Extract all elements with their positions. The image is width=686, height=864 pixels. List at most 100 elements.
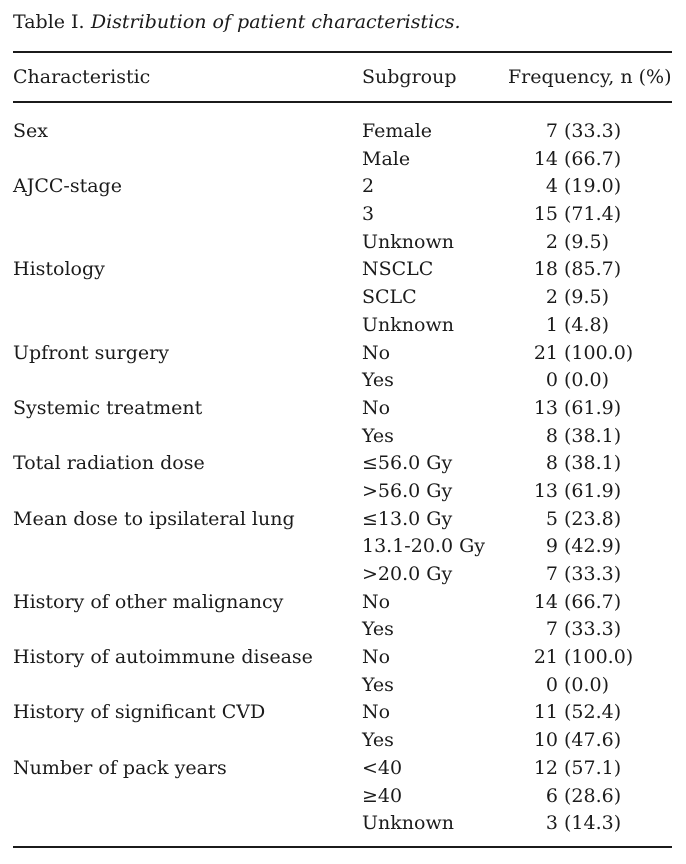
cell-subgroup: NSCLC <box>362 258 434 281</box>
cell-frequency-pct: (0.0) <box>564 369 610 392</box>
table-row: History of significant CVD No 11 (52.4) <box>13 699 672 727</box>
cell-characteristic <box>13 367 362 395</box>
cell-frequency-n: 1 <box>545 313 558 336</box>
table-row: Yes 7 (33.3) <box>13 616 672 644</box>
cell-characteristic <box>13 312 362 340</box>
cell-characteristic: History of other malignancy <box>13 590 284 613</box>
cell-frequency-n: 11 <box>533 701 558 724</box>
cell-frequency-n: 7 <box>545 563 558 585</box>
header-frequency: Frequency, n (%) <box>508 66 672 88</box>
cell-subgroup: Yes <box>362 424 394 447</box>
cell-characteristic: AJCC-stage <box>13 175 122 198</box>
cell-frequency-n: 4 <box>545 175 558 198</box>
cell-frequency-n: 13 <box>533 396 558 419</box>
table-row: Unknown 3 (14.3) <box>13 810 672 838</box>
cell-frequency-pct: (0.0) <box>564 673 610 696</box>
cell-subgroup: >56.0 Gy <box>362 479 453 502</box>
cell-frequency-pct: (66.7) <box>564 147 622 170</box>
cell-subgroup: No <box>362 701 391 724</box>
cell-frequency-n: 8 <box>545 452 558 475</box>
cell-subgroup: ≤56.0 Gy <box>362 452 453 475</box>
cell-characteristic: Number of pack years <box>13 756 227 779</box>
table-row: >20.0 Gy 7 (33.3) <box>13 561 672 589</box>
table-row: Yes 10 (47.6) <box>13 727 672 755</box>
table-row: Mean dose to ipsilateral lung ≤13.0 Gy 5 (2… <box>13 506 672 534</box>
cell-characteristic <box>13 616 362 644</box>
cell-frequency-pct: (14.3) <box>564 812 622 835</box>
table-row: Unknown 2 (9.5) <box>13 229 672 257</box>
cell-frequency-pct: (85.7) <box>564 258 622 281</box>
cell-frequency-n: 12 <box>533 756 558 779</box>
cell-subgroup: Yes <box>362 618 394 641</box>
table-row: Yes 0 (0.0) <box>13 367 672 395</box>
cell-frequency-n: 7 <box>545 618 558 641</box>
cell-subgroup: Female <box>362 120 433 142</box>
cell-subgroup: No <box>362 341 391 364</box>
top-rule <box>13 51 672 53</box>
cell-frequency-pct: (33.3) <box>564 120 622 142</box>
cell-frequency-n: 10 <box>533 729 558 752</box>
cell-characteristic: Sex <box>13 120 48 142</box>
cell-frequency-n: 21 <box>533 341 558 364</box>
table-title-label: Table I. <box>13 11 85 33</box>
cell-characteristic <box>13 783 362 811</box>
cell-frequency-n: 8 <box>545 424 558 447</box>
cell-subgroup: Yes <box>362 673 394 696</box>
cell-subgroup: ≤13.0 Gy <box>362 507 453 530</box>
table-row: Systemic treatment No 13 (61.9) <box>13 395 672 423</box>
cell-characteristic <box>13 201 362 229</box>
table-row: History of autoimmune disease No 21 (100.0) <box>13 644 672 672</box>
cell-subgroup: SCLC <box>362 286 417 309</box>
table-title: Table I. Distribution of patient characte… <box>13 9 672 35</box>
table-header-row: Characteristic Subgroup Frequency, n (%) <box>13 53 672 101</box>
cell-characteristic <box>13 146 362 174</box>
cell-frequency-n: 14 <box>533 590 558 613</box>
cell-frequency-pct: (42.9) <box>564 535 622 558</box>
cell-frequency-pct: (100.0) <box>564 646 634 669</box>
table-row: >56.0 Gy 13 (61.9) <box>13 478 672 506</box>
cell-frequency-n: 7 <box>545 120 558 142</box>
cell-characteristic: History of significant CVD <box>13 701 266 724</box>
cell-subgroup: >20.0 Gy <box>362 563 453 585</box>
cell-subgroup: ≥40 <box>362 784 403 807</box>
cell-characteristic <box>13 423 362 451</box>
cell-characteristic: Histology <box>13 258 105 281</box>
cell-subgroup: No <box>362 646 391 669</box>
cell-frequency-pct: (71.4) <box>564 203 622 226</box>
cell-subgroup: Male <box>362 147 411 170</box>
cell-subgroup: <40 <box>362 756 403 779</box>
cell-subgroup: Unknown <box>362 812 454 835</box>
table-row: History of other malignancy No 14 (66.7) <box>13 589 672 617</box>
header-characteristic: Characteristic <box>13 66 151 88</box>
cell-frequency-n: 21 <box>533 646 558 669</box>
cell-characteristic <box>13 229 362 257</box>
table-row: Sex Female 7 (33.3) <box>13 118 672 146</box>
cell-characteristic <box>13 727 362 755</box>
cell-subgroup: 13.1-20.0 Gy <box>362 535 485 558</box>
cell-frequency-pct: (23.8) <box>564 507 622 530</box>
cell-frequency-n: 6 <box>545 784 558 807</box>
cell-frequency-pct: (4.8) <box>564 313 610 336</box>
table-title-caption: Distribution of patient characteristics. <box>90 11 461 33</box>
table-row: Total radiation dose ≤56.0 Gy 8 (38.1) <box>13 450 672 478</box>
table-row: Number of pack years <40 12 (57.1) <box>13 755 672 783</box>
cell-frequency-pct: (47.6) <box>564 729 622 752</box>
cell-subgroup: Unknown <box>362 230 454 253</box>
table-body: Sex Female 7 (33.3) Male 14 (66.7) AJCC-stage 2 4… <box>13 103 672 846</box>
table-row: AJCC-stage 2 4 (19.0) <box>13 173 672 201</box>
cell-characteristic <box>13 672 362 700</box>
table-row: 13.1-20.0 Gy 9 (42.9) <box>13 533 672 561</box>
cell-frequency-n: 14 <box>533 147 558 170</box>
cell-frequency-pct: (33.3) <box>564 618 622 641</box>
cell-subgroup: 2 <box>362 175 375 198</box>
cell-frequency-n: 15 <box>533 203 558 226</box>
cell-subgroup: No <box>362 396 391 419</box>
header-rule <box>13 101 672 103</box>
cell-characteristic <box>13 284 362 312</box>
cell-subgroup: Unknown <box>362 313 454 336</box>
cell-frequency-pct: (57.1) <box>564 756 622 779</box>
cell-characteristic: Total radiation dose <box>13 452 205 475</box>
cell-frequency-n: 18 <box>533 258 558 281</box>
cell-characteristic: Mean dose to ipsilateral lung <box>13 507 295 530</box>
table-row: Yes 8 (38.1) <box>13 423 672 451</box>
